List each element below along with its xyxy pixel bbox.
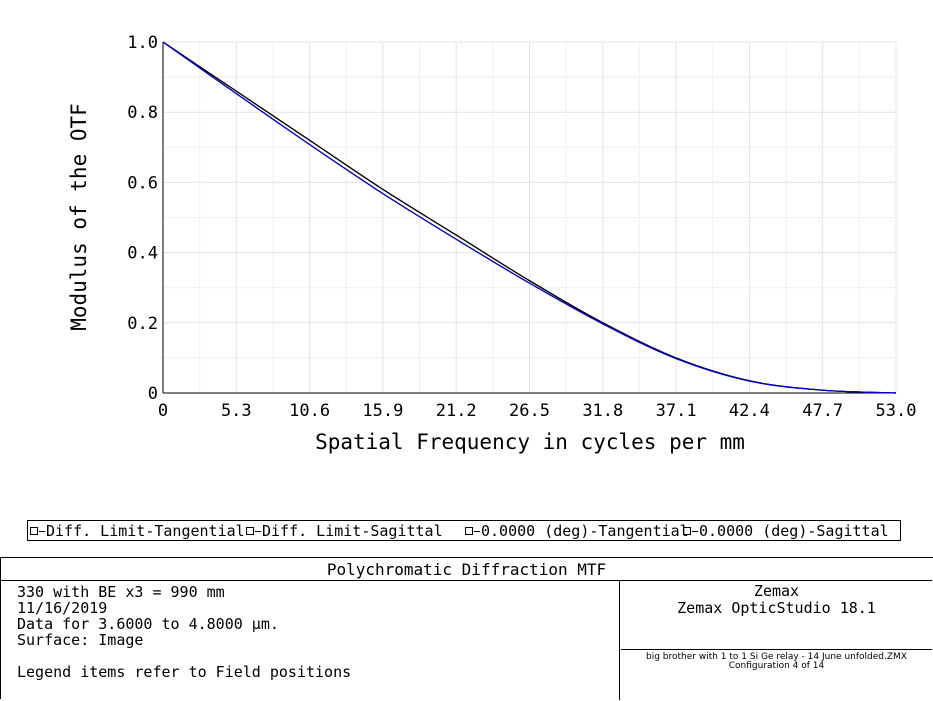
info-details: 330 with BE x3 = 990 mm 11/16/2019 Data …: [1, 581, 620, 700]
info-line: Legend items refer to Field positions: [17, 663, 352, 681]
legend-item: 0.0000 (deg)-Sagittal: [683, 521, 889, 542]
file-name: big brother with 1 to 1 Si Ge relay - 14…: [646, 652, 907, 662]
info-line: Surface: Image: [17, 631, 144, 649]
x-tick-label: 0: [158, 401, 168, 421]
x-tick-label: 21.2: [436, 401, 477, 421]
product-name: Zemax OpticStudio 18.1: [677, 599, 876, 617]
legend-marker-icon: [246, 526, 254, 535]
y-tick-label: 0.6: [127, 173, 158, 193]
series-lines: [162, 41, 897, 394]
y-tick-label: 0.8: [127, 103, 158, 123]
file-info: big brother with 1 to 1 Si Ge relay - 14…: [621, 649, 932, 701]
x-tick-label: 10.6: [289, 401, 330, 421]
info-box: Polychromatic Diffraction MTF 330 with B…: [0, 557, 933, 700]
legend-marker-icon: [465, 526, 473, 535]
legend-marker-icon: [683, 526, 691, 535]
info-line: [17, 648, 619, 664]
x-tick-label: 47.7: [802, 401, 843, 421]
legend-item: 0.0000 (deg)-Tangential: [465, 521, 689, 542]
y-tick-label: 0.4: [127, 244, 158, 264]
x-tick-label: 31.8: [582, 401, 623, 421]
company-name: Zemax: [753, 582, 800, 600]
x-axis-title: Spatial Frequency in cycles per mm: [315, 430, 745, 454]
y-tick-label: 1.0: [127, 33, 158, 53]
y-tick-label: 0: [148, 384, 158, 404]
grid: [163, 41, 897, 393]
x-tick-label: 26.5: [509, 401, 550, 421]
x-tick-label: 37.1: [656, 401, 697, 421]
legend: Diff. Limit-Tangential Diff. Limit-Sagit…: [27, 520, 901, 541]
y-axis-title: Modulus of the OTF: [67, 103, 91, 331]
info-line: 330 with BE x3 = 990 mm: [17, 583, 225, 601]
info-vendor: Zemax Zemax OpticStudio 18.1 big brother…: [621, 581, 932, 700]
configuration: Configuration 4 of 14: [728, 661, 825, 671]
x-tick-label: 53.0: [876, 401, 917, 421]
legend-marker-icon: [30, 526, 38, 535]
legend-item: Diff. Limit-Tangential: [30, 521, 245, 542]
x-tick-label: 5.3: [221, 401, 252, 421]
info-line: 11/16/2019: [17, 599, 108, 617]
y-tick-label: 0.2: [127, 314, 158, 334]
x-tick-label: 15.9: [362, 401, 403, 421]
legend-item: Diff. Limit-Sagittal: [246, 521, 443, 542]
mtf-chart: 0 5.3 10.6 15.9 21.2 26.5 31.8 37.1 42.4 47.7 53.0…: [67, 33, 916, 454]
info-line: Data for 3.6000 to 4.8000 µm.: [17, 615, 279, 633]
tick-labels: 0 5.3 10.6 15.9 21.2 26.5 31.8 37.1 42.4 47.7 53.0…: [127, 33, 916, 421]
x-tick-label: 42.4: [729, 401, 770, 421]
series-line-3: [162, 41, 897, 394]
info-title: Polychromatic Diffraction MTF: [1, 558, 932, 581]
axes: [162, 42, 896, 394]
